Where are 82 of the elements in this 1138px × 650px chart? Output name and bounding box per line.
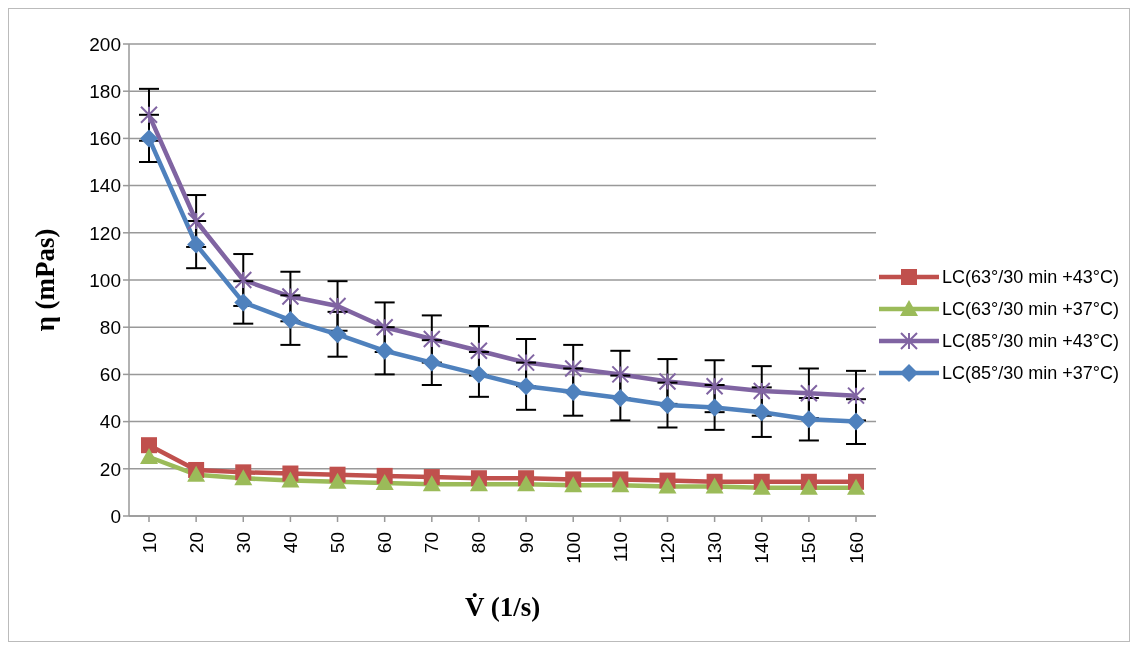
point [281,287,300,306]
point [847,386,866,405]
point [611,365,630,384]
point [658,396,677,415]
x-tick-label: 140 [751,532,773,564]
point [564,476,583,493]
y-tick-label: 100 [89,269,121,291]
point [234,271,253,289]
point [705,477,724,494]
point [141,437,157,454]
y-axis-title: η (mPas) [29,228,60,332]
point [422,353,441,372]
point [517,353,536,372]
y-tick-label: 160 [89,128,121,150]
point [752,381,771,400]
x-tick-label: 20 [185,532,207,554]
point [847,412,866,431]
y-tick-label: 80 [99,316,121,338]
point [375,473,394,490]
x-tick-label: 70 [421,532,443,554]
point [611,476,630,493]
y-tick-label: 200 [89,33,121,55]
point [469,475,488,492]
point [328,472,347,489]
x-tick-label: 110 [609,532,631,563]
x-tick-label: 50 [327,532,349,554]
point [140,448,158,464]
x-tick-label: 150 [798,532,820,564]
point [375,341,394,360]
point [799,478,818,495]
point [799,384,818,403]
point [517,377,536,396]
y-tick-label: 20 [99,458,121,480]
point [234,293,253,312]
y-tick-label: 140 [89,175,121,197]
x-tick-label: 100 [562,532,584,564]
y-tick-label: 40 [99,411,121,433]
point [799,410,818,429]
point [140,129,158,148]
point [140,105,158,124]
legend-label: LC(85°/30 min +37°C) [942,362,1119,384]
point [328,325,347,344]
legend-label: LC(85°/30 min +43°C) [942,330,1119,352]
x-tick-label: 120 [656,532,678,564]
y-tick-label: 0 [110,505,121,527]
point [469,341,488,360]
x-tick-label: 60 [374,532,396,554]
x-tick-label: 130 [704,532,726,564]
point [422,330,441,348]
point [469,365,488,384]
point [611,389,630,407]
y-tick-label: 60 [99,364,121,386]
x-tick-label: 90 [515,532,537,554]
point [187,212,206,230]
x-tick-label: 80 [468,532,490,554]
point [422,475,441,492]
x-tick-label: 30 [232,532,254,554]
point [281,471,300,488]
point [281,311,300,330]
x-tick-label: 40 [279,532,301,554]
point [328,296,347,315]
point [705,377,724,396]
x-axis-title: V̇ (1/s) [464,591,541,622]
y-tick-label: 120 [89,222,121,244]
y-tick-label: 180 [89,80,121,102]
point [658,372,677,391]
point [752,403,771,422]
x-tick-label: 160 [845,532,867,564]
point [234,469,253,486]
point [187,235,206,254]
legend-label: LC(63°/30 min +43°C) [942,266,1119,288]
point [187,465,206,482]
point [517,475,536,492]
point [564,383,583,402]
point [375,318,394,337]
point [658,477,677,494]
point [847,478,866,495]
point [705,398,724,417]
legend-label: LC(63°/30 min +37°C) [942,298,1119,320]
x-tick-label: 10 [138,532,160,554]
point [752,478,771,495]
point [564,359,583,378]
